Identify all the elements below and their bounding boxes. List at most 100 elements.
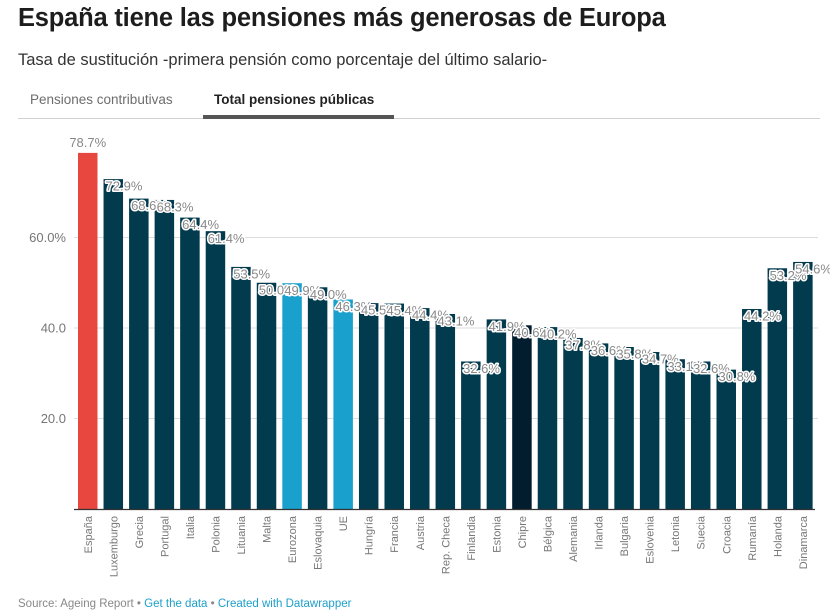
footer-separator: • xyxy=(207,598,218,610)
footer: Source: Ageing Report • Get the data • C… xyxy=(18,598,351,610)
value-label: 64.4% xyxy=(182,217,219,232)
bar[interactable] xyxy=(639,351,660,509)
x-tick-label: Bélgica xyxy=(542,515,554,552)
bar[interactable] xyxy=(129,198,149,509)
x-tick-label: Eslovaquia xyxy=(313,515,325,570)
x-tick-label: Rumanía xyxy=(747,515,759,561)
x-tick-label: Croacia xyxy=(721,515,733,554)
bar[interactable] xyxy=(512,325,532,509)
x-tick-label: Lituania xyxy=(236,515,248,554)
bar[interactable] xyxy=(256,282,277,509)
value-label: 44.4% xyxy=(412,308,449,323)
value-label: 40.6% xyxy=(514,325,551,340)
x-tick-label: Dinamarca xyxy=(798,515,810,569)
bar[interactable] xyxy=(78,152,98,509)
x-tick-label: Francia xyxy=(389,515,401,553)
footer-separator: • xyxy=(133,598,145,610)
bar[interactable] xyxy=(563,337,583,509)
value-label: 30.8% xyxy=(719,369,756,384)
x-tick-label: Irlanda xyxy=(594,515,606,550)
bar[interactable] xyxy=(614,347,634,509)
chart-title: España tiene las pensiones más generosas… xyxy=(18,4,666,32)
x-tick-label: Grecia xyxy=(134,515,146,548)
bar[interactable] xyxy=(307,287,328,509)
x-tick-label: Eslovenia xyxy=(645,515,657,564)
value-label: 50.0% xyxy=(259,282,296,297)
x-tick-label: Hungría xyxy=(364,515,376,555)
value-label: 53.2% xyxy=(770,268,807,283)
chart-subtitle: Tasa de sustitución -primera pensión com… xyxy=(18,51,548,69)
value-label: 43.1% xyxy=(438,314,475,329)
value-label: 68.6% xyxy=(131,198,168,213)
value-label: 72.9% xyxy=(106,179,143,194)
x-tick-label: Polonia xyxy=(210,515,222,553)
get-data-link[interactable]: Get the data xyxy=(144,598,208,610)
x-tick-label: Portugal xyxy=(159,516,171,557)
value-label: 44.2% xyxy=(744,309,781,324)
tab-total-pensiones-publicas[interactable]: Total pensiones públicas xyxy=(214,92,375,107)
value-label: 36.6% xyxy=(591,343,628,358)
value-label: 61.4% xyxy=(208,231,245,246)
bar[interactable] xyxy=(716,369,737,509)
bar[interactable] xyxy=(103,179,124,509)
bar[interactable] xyxy=(333,299,353,509)
x-tick-label: Chipre xyxy=(517,516,529,548)
tab-bar: Pensiones contributivas Total pensiones … xyxy=(18,88,820,119)
x-tick-label: Austria xyxy=(415,515,427,550)
bar[interactable] xyxy=(767,268,788,509)
value-label: 35.8% xyxy=(616,347,653,362)
x-tick-label: Italia xyxy=(185,515,197,539)
value-label: 45.5% xyxy=(361,303,398,318)
bar[interactable] xyxy=(180,217,200,509)
bar[interactable] xyxy=(435,313,456,509)
bar[interactable] xyxy=(231,266,251,509)
source-text: Source: Ageing Report xyxy=(18,598,134,610)
value-label: 49.9% xyxy=(284,283,321,298)
bar[interactable] xyxy=(154,199,175,509)
bar[interactable] xyxy=(486,319,507,509)
bar[interactable] xyxy=(282,283,302,509)
tab-pensiones-contributivas[interactable]: Pensiones contributivas xyxy=(30,92,173,107)
value-label: 33.1% xyxy=(667,359,704,374)
y-tick-label: 40.0 xyxy=(41,321,66,336)
value-label: 46.3% xyxy=(335,299,372,314)
x-axis: España Luxemburgo Grecia Portugal Italia Polo… xyxy=(74,508,815,577)
x-tick-label: UE xyxy=(338,516,350,531)
bar[interactable] xyxy=(384,303,404,509)
value-label: 54.6% xyxy=(795,262,830,277)
x-tick-label: Suecia xyxy=(696,515,708,550)
value-label: 40.2% xyxy=(540,327,577,342)
x-tick-label: Malta xyxy=(262,515,274,543)
value-label: 41.9% xyxy=(489,319,526,334)
value-label: 32.6% xyxy=(693,361,730,376)
value-label: 53.5% xyxy=(233,267,270,282)
x-tick-label: Holanda xyxy=(772,515,784,557)
x-tick-label: Eurozona xyxy=(287,515,299,563)
y-tick-label: 60.0% xyxy=(29,230,66,245)
bar[interactable] xyxy=(358,303,379,509)
value-labels: 78.7% 72.9% 68.6%68.3% 64.4%61.4% 53.5%50.0%… xyxy=(68,133,830,385)
bar[interactable] xyxy=(793,261,813,509)
value-label: 68.3% xyxy=(157,200,194,215)
value-label: 32.6% xyxy=(463,361,500,376)
bar[interactable] xyxy=(410,308,430,509)
value-label: 45.4% xyxy=(386,303,423,318)
bar[interactable] xyxy=(588,343,609,509)
value-label: 78.7% xyxy=(69,135,106,150)
bar[interactable] xyxy=(742,308,762,509)
bar[interactable] xyxy=(537,327,558,509)
bar[interactable] xyxy=(665,359,685,509)
x-tick-label: Finlandia xyxy=(466,515,478,561)
x-tick-label: Luxemburgo xyxy=(108,516,120,577)
datawrapper-link[interactable]: Created with Datawrapper xyxy=(217,598,352,610)
value-label: 49.0% xyxy=(310,287,347,302)
active-tab-indicator xyxy=(203,115,394,119)
bar[interactable] xyxy=(461,361,481,509)
x-tick-label: España xyxy=(83,515,95,553)
y-tick-label: 20.0 xyxy=(41,411,66,426)
bar[interactable] xyxy=(690,361,711,509)
bars xyxy=(78,152,813,510)
bar[interactable] xyxy=(205,231,226,510)
x-tick-label: Bulgaria xyxy=(619,515,631,556)
x-tick-label: Rep. Checa xyxy=(440,515,452,574)
